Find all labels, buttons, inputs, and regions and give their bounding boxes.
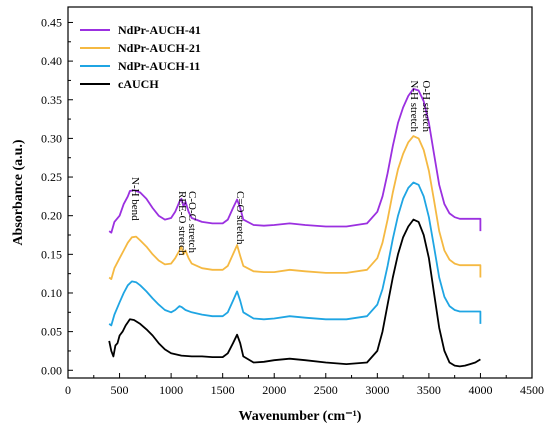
legend-label: NdPr-AUCH-41 bbox=[118, 23, 201, 37]
y-tick-label: 0.00 bbox=[41, 363, 62, 377]
x-tick-label: 3500 bbox=[417, 383, 441, 397]
y-tick-label: 0.05 bbox=[41, 325, 62, 339]
series-layer bbox=[108, 88, 482, 368]
legend-label: NdPr-AUCH-21 bbox=[118, 41, 201, 55]
y-tick-label: 0.15 bbox=[41, 247, 62, 261]
y-tick-label: 0.10 bbox=[41, 286, 62, 300]
annotation-label: N-H stretch bbox=[408, 80, 420, 132]
y-axis: 0.00 0.05 0.10 0.15 0.20 0.25 0.30 0.35 0.40 0.45 bbox=[41, 15, 73, 377]
y-tick-label: 0.45 bbox=[41, 15, 62, 29]
x-tick-label: 1500 bbox=[211, 383, 235, 397]
x-tick-label: 2500 bbox=[314, 383, 338, 397]
x-tick-label: 2000 bbox=[262, 383, 286, 397]
y-tick-label: 0.20 bbox=[41, 209, 62, 223]
y-tick-label: 0.35 bbox=[41, 93, 62, 107]
legend-label: cAUCH bbox=[118, 77, 159, 91]
series-line-2 bbox=[108, 181, 482, 327]
x-axis: 0 500 1000 1500 2000 2500 3000 3500 4000 4500 bbox=[65, 373, 544, 397]
x-tick-label: 4500 bbox=[520, 383, 544, 397]
annotation-label: C-O-C stretch bbox=[186, 191, 198, 254]
x-axis-label: Wavenumber (cm⁻¹) bbox=[239, 409, 362, 424]
x-tick-label: 1000 bbox=[159, 383, 183, 397]
y-tick-label: 0.25 bbox=[41, 170, 62, 184]
y-tick-label: 0.40 bbox=[41, 54, 62, 68]
y-tick-label: 0.30 bbox=[41, 131, 62, 145]
annotation-label: REE-O stretch bbox=[176, 191, 188, 256]
x-tick-label: 500 bbox=[111, 383, 129, 397]
legend: NdPr-AUCH-41 NdPr-AUCH-21 NdPr-AUCH-11 cAUC… bbox=[80, 23, 201, 91]
series-line-1 bbox=[108, 135, 482, 280]
series-line-3 bbox=[108, 218, 481, 368]
legend-label: NdPr-AUCH-11 bbox=[118, 59, 200, 73]
annotation-label: N-H bend bbox=[129, 177, 141, 221]
annotation-label: C=O stretch bbox=[234, 191, 246, 245]
y-axis-label: Absorbance (a.u.) bbox=[11, 139, 26, 246]
x-tick-label: 0 bbox=[65, 383, 71, 397]
annotation-label: O-H stretch bbox=[420, 80, 432, 132]
x-tick-label: 3000 bbox=[365, 383, 389, 397]
series-line-0 bbox=[108, 88, 482, 234]
x-tick-label: 4000 bbox=[468, 383, 492, 397]
